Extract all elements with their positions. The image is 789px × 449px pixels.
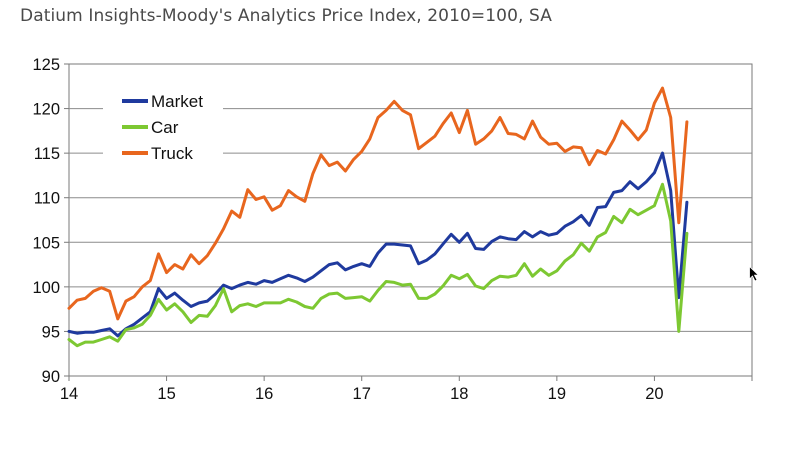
x-tick-label: 17 — [353, 385, 371, 403]
legend-label-market: Market — [151, 92, 203, 111]
legend-label-car: Car — [151, 118, 179, 137]
chart-title: Datium Insights-Moody's Analytics Price … — [20, 6, 552, 26]
y-tick-label: 110 — [34, 190, 60, 208]
x-tick-label: 19 — [548, 385, 566, 403]
series-line-car — [67, 182, 689, 348]
y-tick-label: 120 — [32, 101, 60, 119]
mouse-pointer-icon — [749, 266, 759, 282]
x-tick-label: 20 — [645, 385, 663, 403]
x-tick-label: 15 — [157, 385, 175, 403]
y-axis: 90 95 100 105 110 115 120 125 — [32, 56, 69, 386]
legend-label-truck: Truck — [151, 144, 193, 163]
series-line-market — [67, 151, 689, 338]
y-tick-label: 95 — [42, 323, 60, 341]
x-tick-label: 16 — [255, 385, 273, 403]
y-tick-label: 105 — [32, 234, 60, 252]
series-line-truck — [67, 86, 689, 321]
y-tick-label: 90 — [42, 368, 60, 386]
series-lines — [67, 86, 689, 348]
x-tick-label: 14 — [60, 385, 78, 403]
x-axis: 14 15 16 17 18 19 20 — [60, 376, 753, 403]
y-tick-label: 115 — [34, 145, 60, 163]
y-tick-label: 125 — [32, 56, 60, 74]
y-tick-label: 100 — [32, 279, 60, 297]
legend: Market Car Truck — [103, 85, 223, 166]
x-tick-label: 18 — [450, 385, 468, 403]
